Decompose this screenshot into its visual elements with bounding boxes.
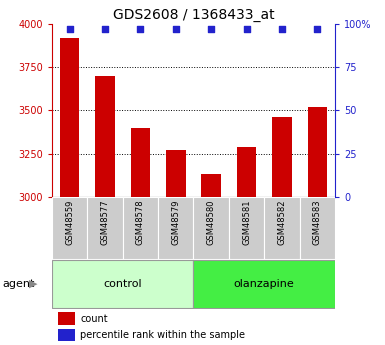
Bar <box>123 197 158 259</box>
Text: GSM48559: GSM48559 <box>65 200 74 245</box>
Bar <box>52 197 87 259</box>
Bar <box>166 150 186 197</box>
Bar <box>229 197 264 259</box>
Bar <box>300 197 335 259</box>
Point <box>173 27 179 32</box>
Text: GSM48580: GSM48580 <box>207 200 216 245</box>
Text: ▶: ▶ <box>29 279 37 289</box>
Bar <box>52 260 193 308</box>
Bar <box>237 147 256 197</box>
Bar <box>87 197 123 259</box>
Bar <box>308 107 327 197</box>
Bar <box>58 329 75 342</box>
Bar <box>193 260 335 308</box>
Point <box>243 27 249 32</box>
Bar <box>272 117 291 197</box>
Text: GSM48581: GSM48581 <box>242 200 251 245</box>
Bar <box>58 313 75 325</box>
Bar <box>201 174 221 197</box>
Text: GSM48579: GSM48579 <box>171 200 180 245</box>
Point <box>279 27 285 32</box>
Point <box>67 27 73 32</box>
Point <box>102 27 108 32</box>
Text: GSM48582: GSM48582 <box>277 200 286 245</box>
Bar <box>60 38 79 197</box>
Bar <box>193 197 229 259</box>
Text: percentile rank within the sample: percentile rank within the sample <box>80 330 245 340</box>
Point <box>314 27 320 32</box>
Bar <box>264 197 300 259</box>
Text: olanzapine: olanzapine <box>234 279 295 289</box>
Text: GSM48583: GSM48583 <box>313 200 322 245</box>
Text: control: control <box>104 279 142 289</box>
Point <box>208 27 214 32</box>
Bar <box>158 197 193 259</box>
Title: GDS2608 / 1368433_at: GDS2608 / 1368433_at <box>113 8 274 22</box>
Text: GSM48578: GSM48578 <box>136 200 145 245</box>
Text: agent: agent <box>2 279 34 289</box>
Bar <box>131 128 150 197</box>
Text: count: count <box>80 314 108 324</box>
Point <box>137 27 144 32</box>
Bar <box>95 76 115 197</box>
Text: GSM48577: GSM48577 <box>100 200 110 245</box>
